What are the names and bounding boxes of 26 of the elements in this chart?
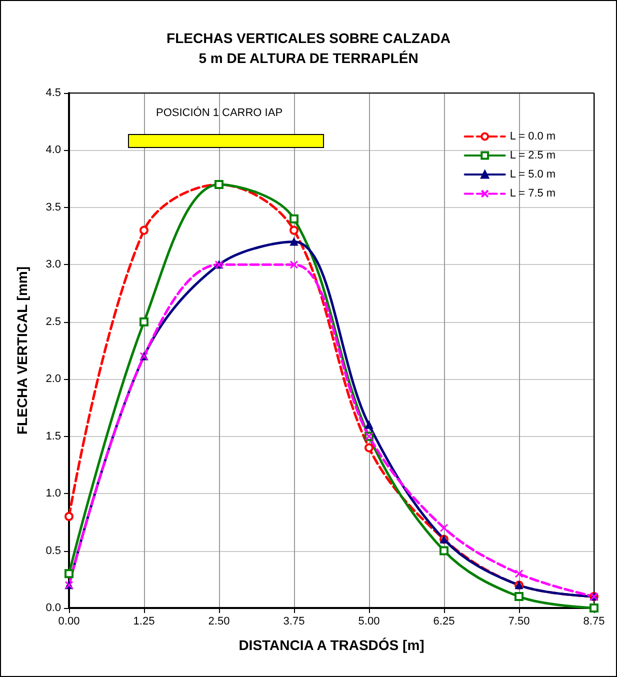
x-axis-title: DISTANCIA A TRASDÓS [m]: [238, 637, 424, 653]
legend-label: L = 2.5 m: [510, 150, 556, 162]
x-tick-label: 1.25: [133, 616, 155, 628]
y-tick-label: 0.0: [46, 602, 61, 614]
x-tick-label: 2.50: [208, 616, 230, 628]
y-tick-label: 3.0: [46, 258, 61, 271]
x-tick-label: 5.00: [358, 616, 380, 628]
y-tick-label: 2.5: [46, 316, 61, 328]
legend-label: L = 5.0 m: [510, 168, 556, 180]
chart-title: FLECHAS VERTICALES SOBRE CALZADA 5 m DE ALTURA DE TERRAPLÉN: [166, 30, 450, 66]
legend-label: L = 0.0 m: [510, 130, 556, 142]
x-tick-label: 8.75: [583, 616, 605, 628]
y-tick-label: 2.0: [46, 373, 61, 386]
x-tick-label: 6.25: [433, 616, 455, 628]
y-tick-label: 0.5: [46, 544, 61, 557]
y-axis-title: FLECHA VERTICAL [mm]: [14, 266, 30, 434]
y-tick-label: 1.5: [46, 430, 61, 442]
y-tick-label: 3.5: [46, 201, 61, 214]
y-tick-label: 4.5: [46, 87, 61, 99]
legend-label: L = 7.5 m: [510, 188, 556, 200]
y-tick-label: 4.0: [46, 144, 61, 156]
y-tick-label: 1.0: [46, 488, 61, 500]
x-tick-label: 0.00: [58, 616, 80, 628]
x-tick-label: 3.75: [283, 616, 305, 628]
annotation: POSICIÓN 1 CARRO IAP: [156, 107, 283, 119]
x-tick-label: 7.50: [508, 616, 530, 628]
